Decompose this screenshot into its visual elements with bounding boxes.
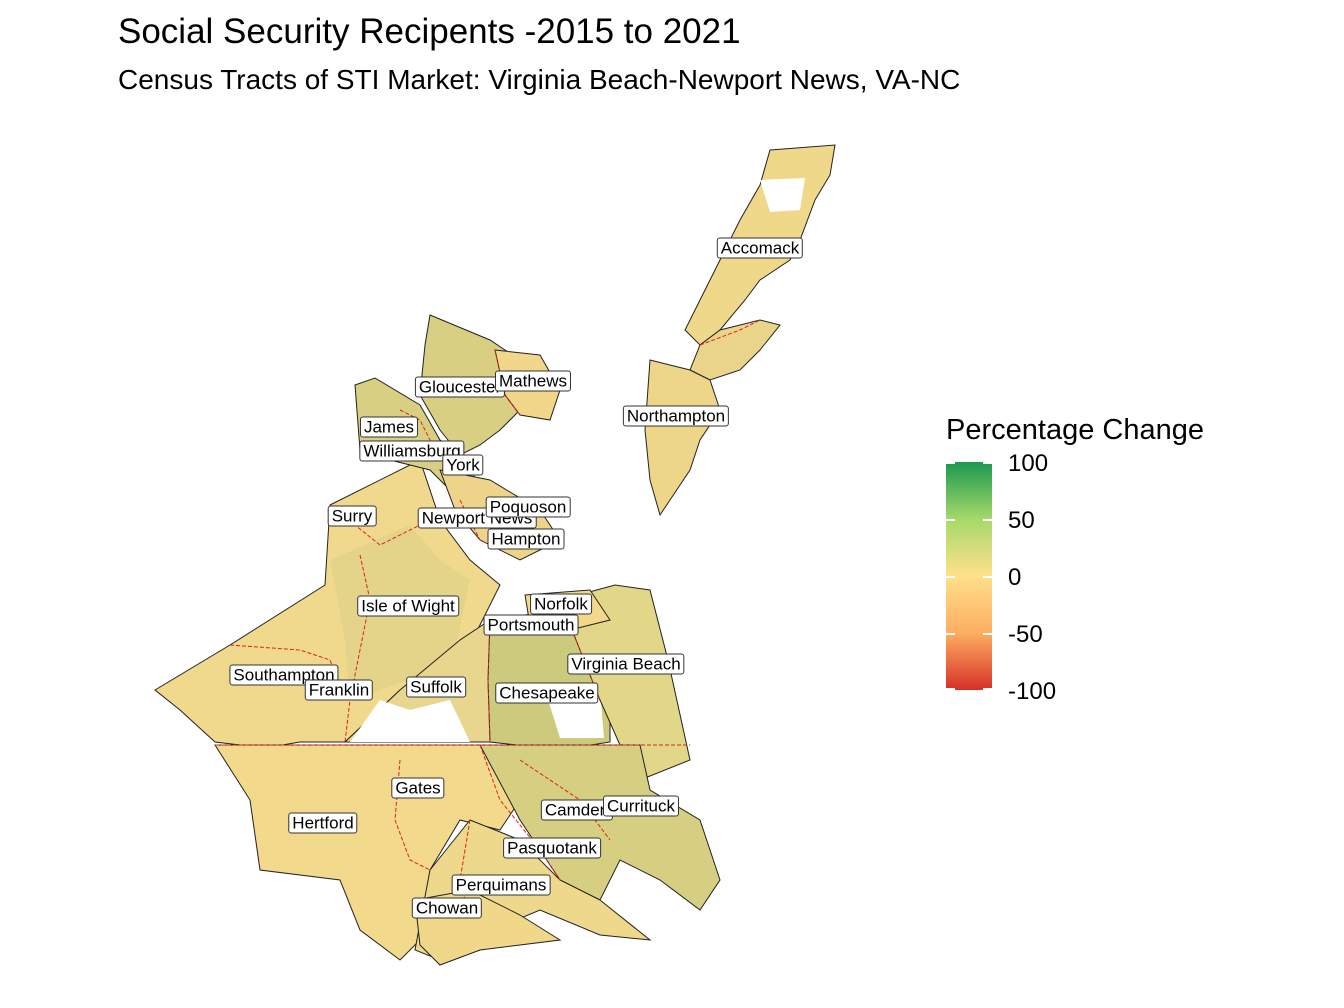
legend-tickmark bbox=[946, 576, 955, 578]
region-no-data-1 bbox=[350, 700, 470, 742]
county-label: Franklin bbox=[304, 679, 374, 701]
county-label: Chowan bbox=[411, 897, 483, 919]
map-subtitle: Census Tracts of STI Market: Virginia Be… bbox=[118, 64, 961, 95]
legend-tick-label: 50 bbox=[1008, 507, 1035, 534]
county-label: Pasquotank bbox=[503, 837, 601, 859]
legend-tickmark bbox=[983, 633, 992, 635]
legend-tickmark bbox=[946, 519, 955, 521]
county-label: Gloucester bbox=[414, 376, 506, 398]
map-title: Social Security Recipents -2015 to 2021 bbox=[118, 12, 741, 51]
region-northampton bbox=[644, 359, 721, 517]
county-label: Perquimans bbox=[451, 874, 551, 896]
legend-tickmark bbox=[983, 519, 992, 521]
legend-tick-label: 0 bbox=[1008, 564, 1022, 591]
county-label: Isle of Wight bbox=[357, 595, 459, 617]
county-label: Accomack bbox=[716, 237, 804, 259]
county-label: Currituck bbox=[602, 795, 680, 817]
county-label: Suffolk bbox=[406, 676, 466, 698]
legend-tick-label: -100 bbox=[1008, 678, 1057, 705]
legend-tick-label: 100 bbox=[1008, 450, 1049, 477]
county-label: James bbox=[359, 416, 419, 438]
county-label: Gates bbox=[391, 777, 445, 799]
county-label: Mathews bbox=[494, 370, 572, 392]
county-label: Norfolk bbox=[530, 593, 592, 615]
legend-tickmark bbox=[983, 576, 992, 578]
region-eastern-shore-no-data bbox=[760, 178, 805, 212]
legend-tick-label: -50 bbox=[1008, 621, 1043, 648]
legend-tickmark bbox=[983, 462, 992, 464]
county-label: Northampton bbox=[622, 405, 730, 427]
county-label: Surry bbox=[327, 505, 377, 527]
legend-tickmark bbox=[946, 462, 955, 464]
county-label: Hertford bbox=[288, 812, 358, 834]
legend-tickmark bbox=[983, 688, 992, 690]
county-label: Chesapeake bbox=[495, 682, 599, 704]
county-label: Portsmouth bbox=[483, 614, 579, 636]
county-label: Williamsburg bbox=[359, 440, 465, 462]
legend-tickmark bbox=[946, 633, 955, 635]
legend-title: Percentage Change bbox=[946, 414, 1204, 446]
legend-tickmark bbox=[946, 688, 955, 690]
county-label: York bbox=[442, 454, 484, 476]
county-label: Camden bbox=[540, 799, 614, 821]
county-label: Hampton bbox=[487, 528, 565, 550]
county-label: Poquoson bbox=[485, 496, 571, 518]
county-label: Virginia Beach bbox=[567, 653, 685, 675]
